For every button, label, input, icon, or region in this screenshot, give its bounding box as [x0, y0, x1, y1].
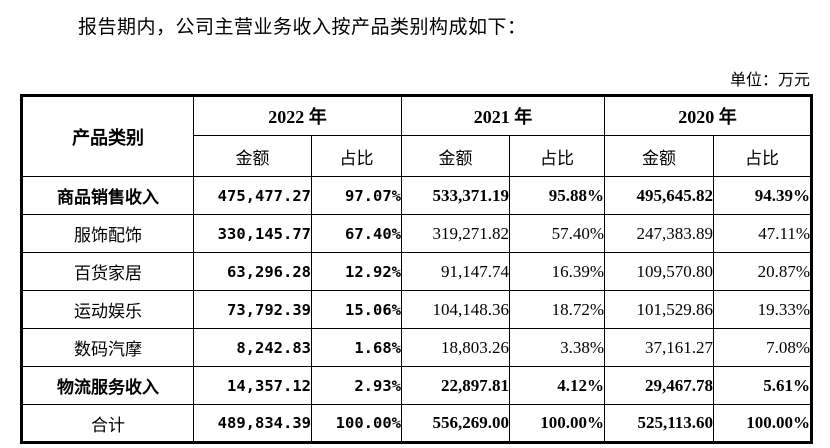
table-cell: 19.33%: [713, 290, 812, 329]
table-cell: 18.72%: [509, 290, 605, 329]
table-cell: 14,357.12: [193, 366, 312, 405]
table-cell: 109,570.80: [604, 252, 714, 291]
table-cell: 8,242.83: [193, 328, 312, 367]
table-cell: 330,145.77: [193, 214, 312, 253]
row-label: 商品销售收入: [21, 176, 194, 215]
table-header-measures-row: 金额 占比 金额 占比 金额 占比: [22, 135, 812, 177]
table-cell: 2.93%: [311, 366, 402, 405]
table-cell: 475,477.27: [193, 176, 312, 215]
table-cell: 67.40%: [311, 214, 402, 253]
row-label: 物流服务收入: [21, 366, 194, 405]
table-row: 百货家居 63,296.28 12.92% 91,147.74 16.39% 1…: [21, 252, 812, 291]
table-cell: 495,645.82: [604, 176, 714, 215]
table-cell: 100.00%: [509, 404, 605, 443]
table-cell: 525,113.60: [604, 404, 714, 443]
table-cell: 47.11%: [713, 214, 812, 253]
table-cell: 556,269.00: [401, 404, 510, 443]
table-cell: 91,147.74: [401, 252, 510, 291]
table-cell: 15.06%: [311, 290, 402, 329]
table-cell: 533,371.19: [401, 176, 510, 215]
table-cell: 101,529.86: [604, 290, 714, 329]
table-cell: 5.61%: [713, 366, 812, 405]
table-cell: 63,296.28: [193, 252, 312, 291]
col-header-amount-2022: 金额: [193, 135, 312, 177]
row-label: 数码汽摩: [21, 328, 194, 367]
table-cell: 95.88%: [509, 176, 605, 215]
table-cell: 18,803.26: [401, 328, 510, 367]
table-row: 运动娱乐 73,792.39 15.06% 104,148.36 18.72% …: [21, 290, 812, 329]
col-header-ratio-2022: 占比: [311, 135, 402, 177]
table-row: 服饰配饰 330,145.77 67.40% 319,271.82 57.40%…: [21, 214, 812, 253]
col-header-ratio-2020: 占比: [713, 135, 812, 177]
table-cell: 104,148.36: [401, 290, 510, 329]
table-cell: 37,161.27: [604, 328, 714, 367]
table-cell: 489,834.39: [193, 404, 312, 443]
table-cell: 100.00%: [713, 404, 812, 443]
table-cell: 97.07%: [311, 176, 402, 215]
table-row-total: 合计 489,834.39 100.00% 556,269.00 100.00%…: [21, 404, 812, 443]
col-header-year-2021: 2021 年: [401, 95, 605, 136]
table-row: 物流服务收入 14,357.12 2.93% 22,897.81 4.12% 2…: [21, 366, 812, 405]
unit-label: 单位：万元: [729, 72, 810, 89]
table-header-years-row: 产品类别 2022 年 2021 年 2020 年: [21, 95, 812, 177]
revenue-by-product-table: 产品类别 2022 年 2021 年 2020 年 金额 占比 金额 占比 金额…: [20, 94, 813, 444]
table-cell: 319,271.82: [401, 214, 510, 253]
row-label: 运动娱乐: [21, 290, 194, 329]
col-header-amount-2021: 金额: [401, 135, 510, 177]
col-header-year-2020: 2020 年: [604, 95, 812, 136]
table-cell: 3.38%: [509, 328, 605, 367]
table-cell: 94.39%: [713, 176, 812, 215]
table-row: 数码汽摩 8,242.83 1.68% 18,803.26 3.38% 37,1…: [21, 328, 812, 367]
table-cell: 29,467.78: [604, 366, 714, 405]
row-label: 合计: [21, 404, 194, 443]
table-cell: 57.40%: [509, 214, 605, 253]
table-cell: 16.39%: [509, 252, 605, 291]
col-header-category: 产品类别: [21, 95, 194, 177]
table-cell: 22,897.81: [401, 366, 510, 405]
section-intro-text: 报告期内，公司主营业务收入按产品类别构成如下：: [78, 17, 527, 38]
table-cell: 7.08%: [713, 328, 812, 367]
row-label: 百货家居: [21, 252, 194, 291]
table-cell: 20.87%: [713, 252, 812, 291]
table-cell: 247,383.89: [604, 214, 714, 253]
table-cell: 1.68%: [311, 328, 402, 367]
table-cell: 100.00%: [311, 404, 402, 443]
col-header-ratio-2021: 占比: [509, 135, 605, 177]
table-row: 商品销售收入 475,477.27 97.07% 533,371.19 95.8…: [21, 176, 812, 215]
table-cell: 73,792.39: [193, 290, 312, 329]
table-cell: 4.12%: [509, 366, 605, 405]
row-label: 服饰配饰: [21, 214, 194, 253]
table-cell: 12.92%: [311, 252, 402, 291]
col-header-amount-2020: 金额: [604, 135, 714, 177]
col-header-year-2022: 2022 年: [193, 95, 402, 136]
